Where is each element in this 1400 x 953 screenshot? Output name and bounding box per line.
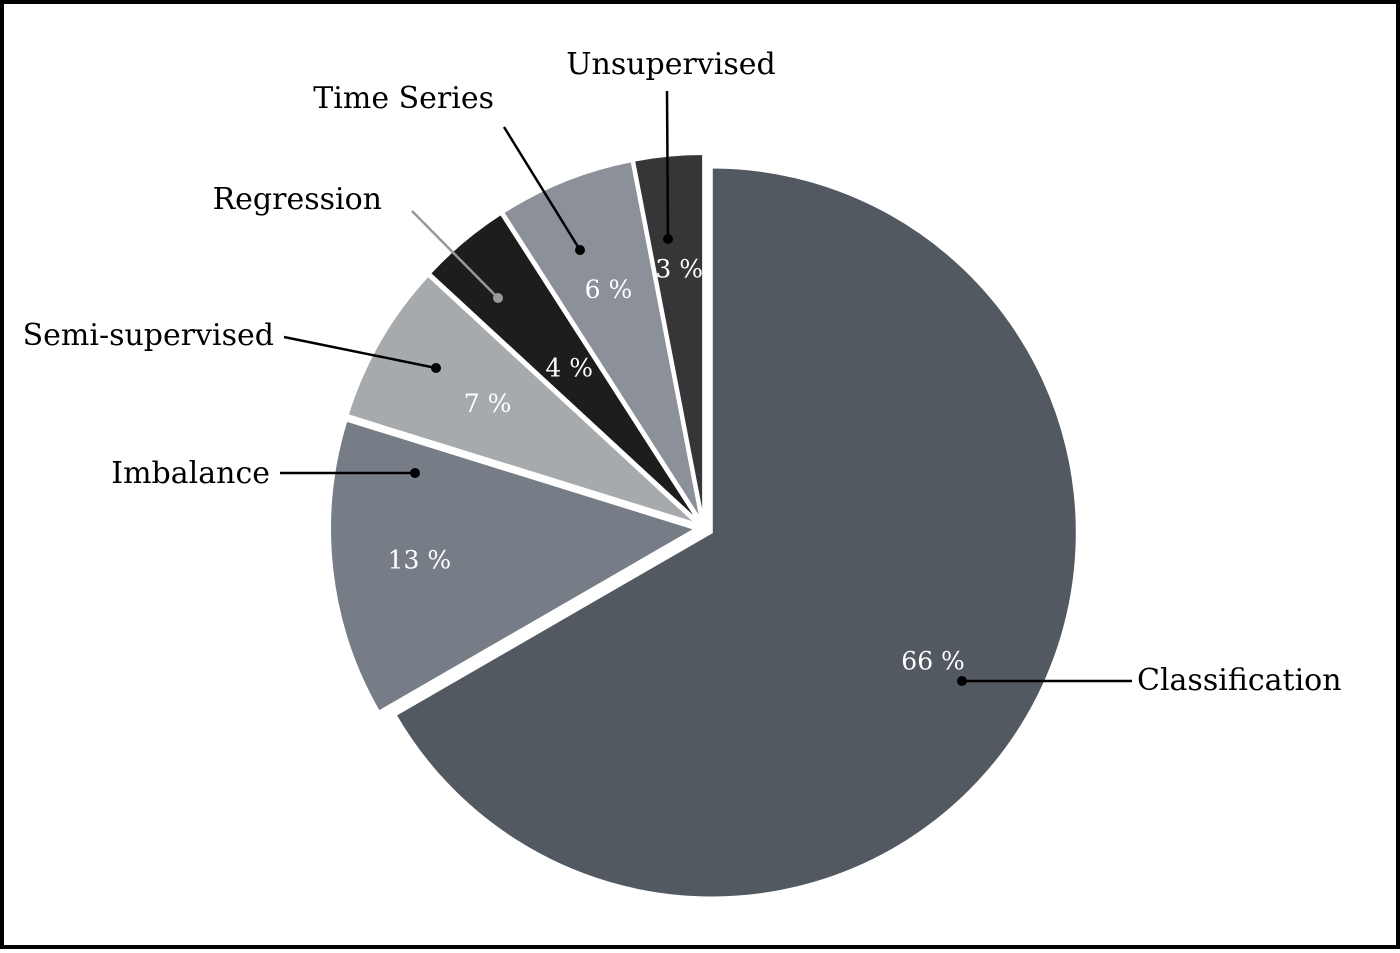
leader-dot-unsupervised [663,234,673,244]
value-label-unsupervised: 3 % [655,254,703,283]
leader-dot-imbalance [410,468,420,478]
pie-slice-time-series [501,160,702,521]
leader-dot-regression [493,293,503,303]
value-label-semi-supervised: 7 % [464,389,512,418]
category-label-classification: Classification [1137,663,1342,698]
pie-slice-regression [428,212,700,522]
leader-line-unsupervised [665,90,670,240]
value-label-classification: 66 % [901,646,965,675]
category-label-regression: Regression [213,182,382,217]
pie-slice-classification [394,166,1078,899]
leader-dot-classification [957,676,967,686]
category-label-imbalance: Imbalance [111,456,270,491]
category-label-unsupervised: Unsupervised [566,47,776,82]
leader-line-semi-supervised [283,335,437,370]
leader-dot-time-series [575,245,585,255]
category-label-time-series: Time Series [313,81,494,116]
category-label-semi-supervised: Semi-supervised [23,318,274,353]
value-label-time-series: 6 % [585,275,633,304]
leader-line-regression [411,210,499,299]
pie-slice-semi-supervised [346,274,697,525]
value-label-regression: 4 % [545,353,593,382]
value-label-imbalance: 13 % [388,546,452,575]
leader-dot-semi-supervised [431,363,441,373]
leader-line-time-series [502,126,582,251]
pie-slice-imbalance [329,419,698,713]
pie-chart: 66 % Classification 13 % Imbalance 7 % Semi-s… [23,47,1342,899]
